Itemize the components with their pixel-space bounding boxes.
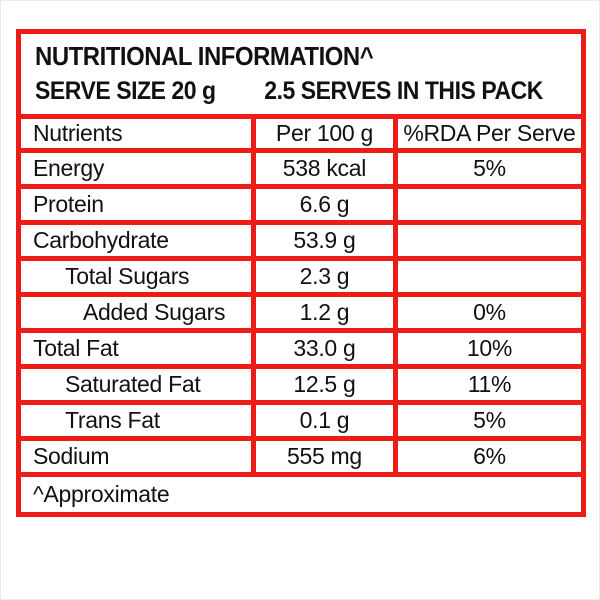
table-row-total-sugars: Total Sugars 2.3 g bbox=[15, 256, 587, 297]
column-header-row: Nutrients Per 100 g %RDA Per Serve bbox=[15, 114, 587, 153]
table-row-trans-fat: Trans Fat 0.1 g 5% bbox=[15, 400, 587, 441]
rda-value: 6% bbox=[392, 436, 587, 477]
nutrient-label: Saturated Fat bbox=[15, 364, 257, 405]
header-row: NUTRITIONAL INFORMATION^ SERVE SIZE 20 g… bbox=[16, 29, 586, 119]
serves-in-pack-text: 2.5 SERVES IN THIS PACK bbox=[264, 77, 543, 105]
rda-value bbox=[392, 220, 587, 261]
footnote-text: ^Approximate bbox=[16, 472, 586, 517]
serve-size-text: SERVE SIZE 20 g bbox=[35, 77, 216, 105]
table-row-protein: Protein 6.6 g bbox=[15, 184, 587, 225]
table-row-saturated-fat: Saturated Fat 12.5 g 11% bbox=[15, 364, 587, 405]
per-100g-value: 555 mg bbox=[251, 436, 398, 477]
nutrient-label: Trans Fat bbox=[15, 400, 257, 441]
table-row-carbohydrate: Carbohydrate 53.9 g bbox=[15, 220, 587, 261]
serve-info-row: SERVE SIZE 20 g 2.5 SERVES IN THIS PACK bbox=[35, 74, 569, 108]
rda-value: 0% bbox=[392, 292, 587, 333]
footnote-row: ^Approximate bbox=[16, 472, 586, 517]
nutrient-label: Added Sugars bbox=[15, 292, 257, 333]
table-row-energy: Energy 538 kcal 5% bbox=[15, 148, 587, 189]
nutrition-table: NUTRITIONAL INFORMATION^ SERVE SIZE 20 g… bbox=[15, 29, 587, 517]
header-cell: NUTRITIONAL INFORMATION^ SERVE SIZE 20 g… bbox=[16, 29, 586, 119]
rda-value bbox=[392, 256, 587, 297]
per-100g-value: 538 kcal bbox=[251, 148, 398, 189]
per-100g-value: 33.0 g bbox=[251, 328, 398, 369]
table-row-total-fat: Total Fat 33.0 g 10% bbox=[15, 328, 587, 369]
per-100g-value: 0.1 g bbox=[251, 400, 398, 441]
nutrient-label: Energy bbox=[15, 148, 257, 189]
nutrient-label: Total Fat bbox=[15, 328, 257, 369]
per-100g-value: 6.6 g bbox=[251, 184, 398, 225]
page-title: NUTRITIONAL INFORMATION^ bbox=[35, 41, 374, 71]
table-row-added-sugars: Added Sugars 1.2 g 0% bbox=[15, 292, 587, 333]
column-header-per-100g: Per 100 g bbox=[251, 114, 398, 153]
column-header-rda: %RDA Per Serve bbox=[392, 114, 587, 153]
nutrient-label: Total Sugars bbox=[15, 256, 257, 297]
per-100g-value: 12.5 g bbox=[251, 364, 398, 405]
rda-value: 10% bbox=[392, 328, 587, 369]
rda-value: 5% bbox=[392, 148, 587, 189]
per-100g-value: 1.2 g bbox=[251, 292, 398, 333]
nutrient-label: Protein bbox=[15, 184, 257, 225]
rda-value bbox=[392, 184, 587, 225]
rda-value: 5% bbox=[392, 400, 587, 441]
rda-value: 11% bbox=[392, 364, 587, 405]
column-header-nutrients: Nutrients bbox=[15, 114, 257, 153]
nutrient-label: Carbohydrate bbox=[15, 220, 257, 261]
per-100g-value: 2.3 g bbox=[251, 256, 398, 297]
table-row-sodium: Sodium 555 mg 6% bbox=[15, 436, 587, 477]
per-100g-value: 53.9 g bbox=[251, 220, 398, 261]
nutrient-label: Sodium bbox=[15, 436, 257, 477]
